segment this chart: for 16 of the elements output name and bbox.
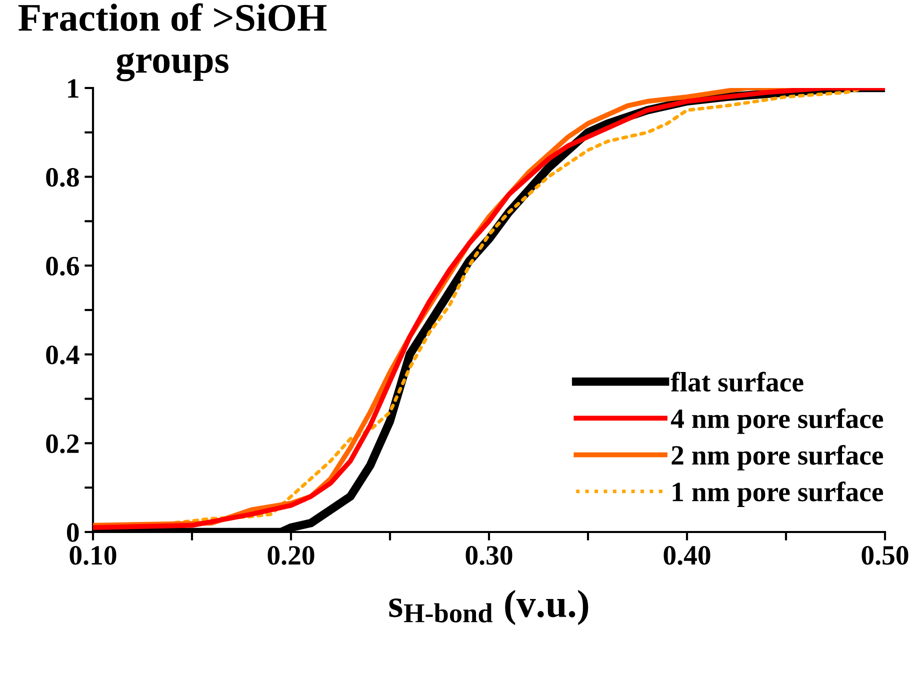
x-axis-title: s$_{H-bond}$ (v.u.) xyxy=(389,590,588,626)
x-tick-label: 0.50 xyxy=(862,546,908,565)
y-tick-label: 0 xyxy=(66,523,79,542)
x-tick-label: 0.40 xyxy=(664,546,710,565)
x-tick-label: 0.20 xyxy=(268,546,314,565)
y-tick-label: 0.2 xyxy=(46,434,79,454)
legend-label: 1 nm pore surface xyxy=(672,482,884,507)
legend-label: 2 nm pore surface xyxy=(672,444,884,470)
y-tick-label: 0.4 xyxy=(46,346,80,364)
x-tick-label: 0.10 xyxy=(70,546,116,565)
legend-label: flat surface xyxy=(670,372,804,392)
legend-label: 4 nm pore surface xyxy=(670,408,884,434)
y-tick-label: 0.6 xyxy=(46,256,79,276)
x-tick-label: 0.30 xyxy=(466,546,512,565)
y-tick-label: 1 xyxy=(68,79,78,98)
y-tick-label: 0.8 xyxy=(46,168,79,187)
